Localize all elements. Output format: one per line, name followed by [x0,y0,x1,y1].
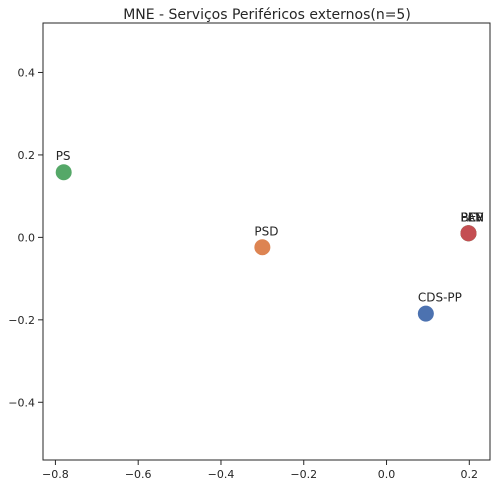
y-tick-label: −0.4 [8,396,35,409]
x-tick-label: 0.0 [378,468,396,481]
point-label-pan: PAN [460,210,484,224]
data-points [55,164,477,322]
chart-title: MNE - Serviços Periféricos externos(n=5) [123,7,411,23]
x-axis: −0.8 −0.6 −0.4 −0.2 0.0 0.2 [42,460,478,481]
point-ps [55,164,72,181]
x-tick-label: 0.2 [461,468,479,481]
point-psd [254,239,271,256]
point-label-be: BE [460,210,476,224]
point-pan [460,225,477,242]
point-cds-pp [417,305,434,322]
y-tick-label: 0.0 [18,231,36,244]
point-label-pcp: PCP [460,210,483,224]
x-tick-label: −0.4 [208,468,235,481]
point-label-pev: PEV [460,210,484,224]
point-label-psd: PSD [254,224,278,238]
y-tick-label: −0.2 [8,314,35,327]
x-tick-label: −0.6 [125,468,152,481]
point-label-ps: PS [56,149,71,163]
y-tick-label: 0.4 [18,66,36,79]
plot-frame [42,22,491,461]
x-tick-label: −0.8 [42,468,69,481]
x-tick-label: −0.2 [290,468,317,481]
point-label-cds-pp: CDS-PP [418,291,462,305]
y-axis: −0.4 −0.2 0.0 0.2 0.4 [8,66,43,409]
y-tick-label: 0.2 [18,149,36,162]
